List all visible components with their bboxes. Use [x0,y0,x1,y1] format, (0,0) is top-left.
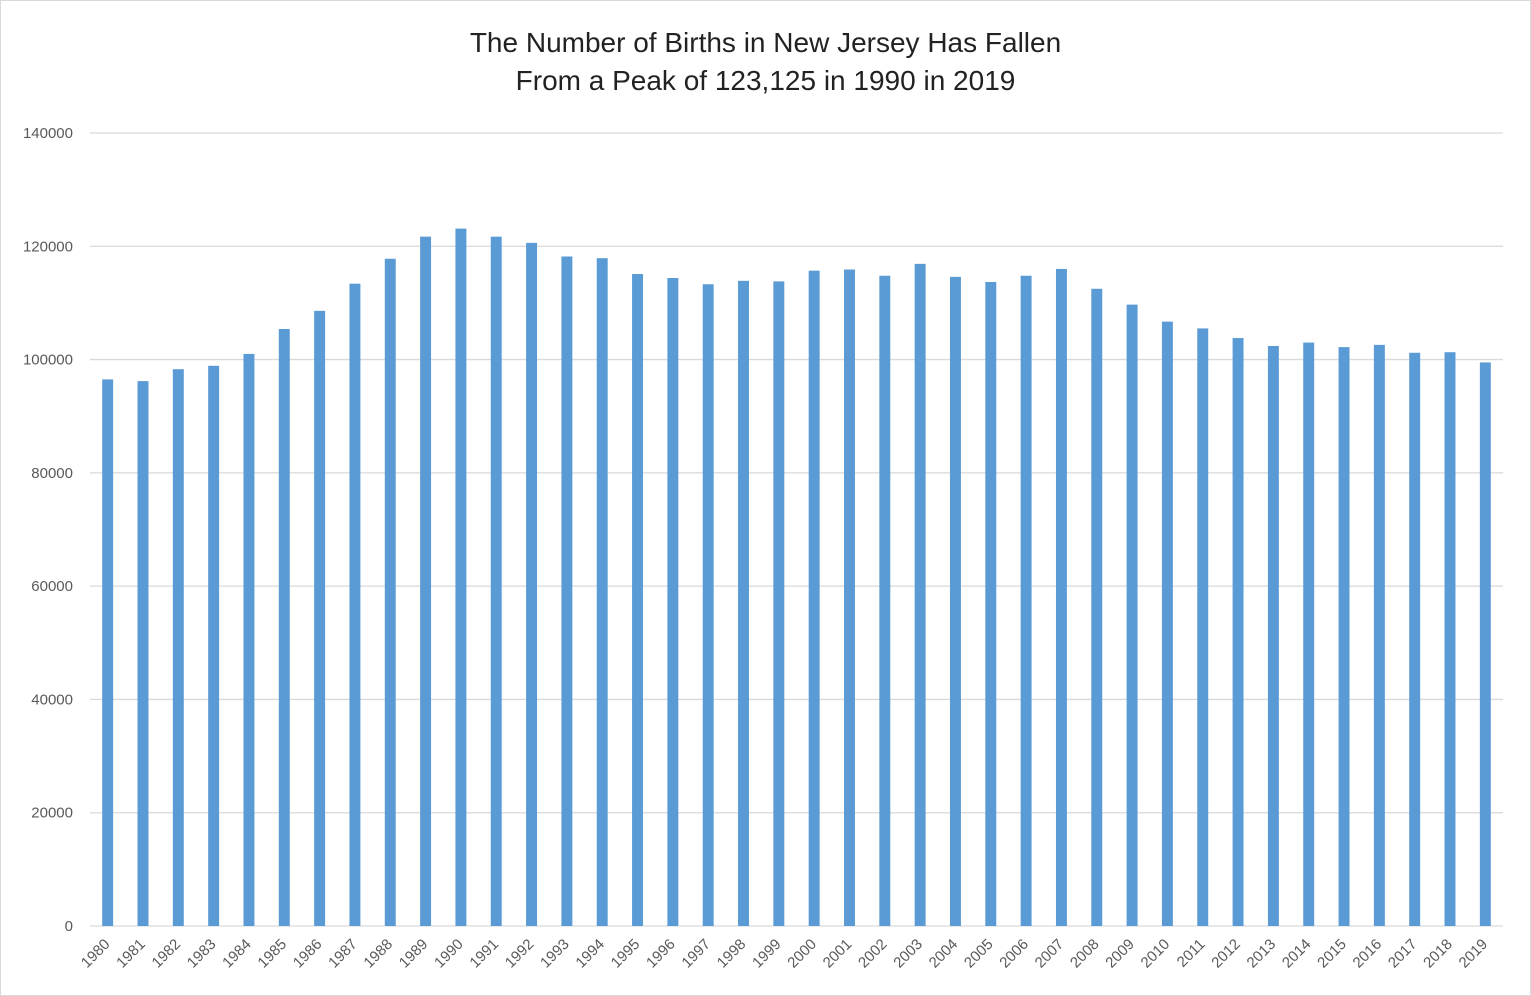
bar-1990 [455,228,467,926]
bar-1998 [738,280,749,926]
bar-1985 [278,328,290,927]
x-tick-label: 1996 [643,936,679,972]
x-tick-label: 1987 [325,936,361,972]
x-tick-label: 2004 [926,936,962,972]
bar-1997 [702,284,714,926]
bar-1999 [773,281,785,926]
bar-2016 [1373,344,1385,926]
bar-2013 [1267,345,1279,926]
x-tick-label: 2001 [820,936,856,972]
x-axis: 1980 1981 1982 1983 1984 1985 1986 1987 1988 1989… [78,936,1491,972]
bar-1995 [632,274,644,926]
bar-1986 [314,310,326,926]
x-tick-label: 1989 [396,936,432,972]
bar-2018 [1444,352,1456,926]
bar-1992 [526,242,538,926]
bar-1994 [596,258,608,926]
bar-1991 [490,236,502,926]
x-tick-label: 1997 [678,936,714,972]
bar-2002 [879,275,891,926]
y-tick-label: 40000 [31,691,73,708]
bars [102,228,1491,927]
x-tick-label: 2009 [1102,936,1138,972]
bar-1993 [561,256,573,926]
y-tick-label: 100000 [23,352,73,369]
bar-2007 [1055,268,1067,926]
bar-2005 [985,281,997,926]
bar-2001 [844,269,855,926]
x-tick-label: 1991 [466,936,502,972]
bar-2008 [1091,288,1103,927]
bar-2011 [1197,328,1209,926]
chart-title: The Number of Births in New Jersey Has F… [0,24,1531,100]
bar-1987 [349,283,361,926]
x-tick-label: 1999 [749,936,785,972]
x-tick-label: 1980 [78,936,114,972]
chart-title-line-2: From a Peak of 123,125 in 1990 in 2019 [515,65,1016,96]
bar-1984 [243,353,255,927]
x-tick-label: 1985 [254,936,290,972]
y-tick-label: 60000 [31,578,73,595]
x-tick-label: 1992 [502,936,538,972]
x-tick-label: 1983 [184,936,220,972]
x-tick-label: 2015 [1314,936,1350,972]
x-tick-label: 2016 [1350,936,1386,972]
bar-2015 [1338,347,1350,926]
gridlines [90,132,1503,927]
y-tick-label: 20000 [31,805,73,822]
y-tick-label: 80000 [31,465,73,482]
x-tick-label: 2019 [1456,936,1492,972]
bar-1983 [208,365,220,927]
x-tick-label: 1988 [360,936,396,972]
x-tick-label: 1982 [149,936,185,972]
x-tick-label: 1984 [219,936,255,972]
x-tick-label: 1998 [714,936,750,972]
x-tick-label: 1993 [537,936,573,972]
x-tick-label: 2012 [1208,936,1244,972]
x-tick-label: 2014 [1279,936,1315,972]
bar-1981 [137,381,149,926]
x-tick-label: 2007 [1032,936,1068,972]
x-tick-label: 1981 [113,936,149,972]
x-tick-label: 1994 [572,936,608,972]
bar-2014 [1303,342,1315,926]
y-tick-label: 0 [65,918,73,935]
bar-1989 [420,236,432,926]
x-tick-label: 2000 [784,936,820,972]
x-tick-label: 2018 [1420,936,1456,972]
bar-2019 [1479,362,1491,926]
x-tick-label: 2010 [1138,936,1174,972]
bar-2004 [949,276,961,926]
x-tick-label: 2013 [1244,936,1280,972]
bar-1982 [172,369,184,927]
x-tick-label: 2011 [1174,936,1209,971]
x-tick-label: 1986 [290,936,326,972]
bar-1996 [667,278,679,926]
x-tick-label: 1990 [431,936,467,972]
x-tick-label: 2005 [961,936,997,972]
x-tick-label: 2002 [855,936,891,972]
bar-1980 [102,379,114,926]
bar-2003 [914,263,926,927]
chart-title-line-1: The Number of Births in New Jersey Has F… [469,27,1062,58]
bar-2009 [1126,304,1138,926]
x-tick-label: 2017 [1385,936,1421,972]
x-tick-label: 2003 [890,936,926,972]
bar-2010 [1161,321,1173,926]
x-tick-label: 1995 [608,936,644,972]
y-axis: 0 20000 40000 60000 80000 100000 120000 140000 [23,125,73,935]
bar-2012 [1232,338,1244,927]
y-tick-label: 140000 [23,125,73,142]
x-tick-label: 2008 [1067,936,1103,972]
bar-2017 [1409,352,1421,926]
x-tick-label: 2006 [996,936,1032,972]
bar-1988 [384,258,396,926]
bar-2000 [808,270,820,926]
bar-2006 [1020,275,1032,926]
y-tick-label: 120000 [23,238,73,255]
